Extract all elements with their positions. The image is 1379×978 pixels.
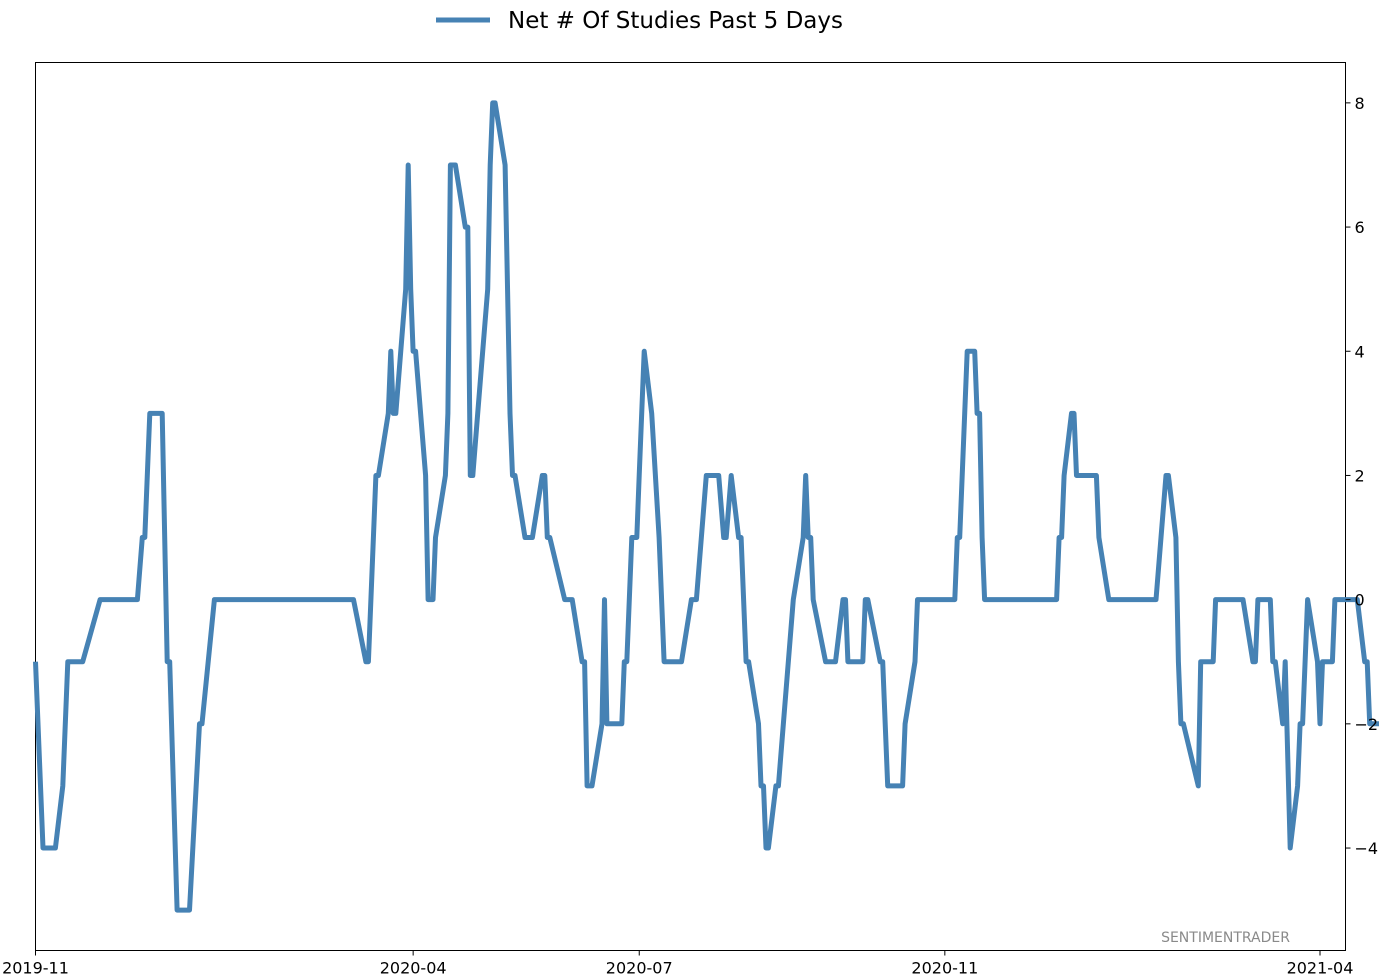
- series-layer: [33, 100, 1379, 913]
- y-axis: 8 6 4 2 0 −2 −4: [1345, 94, 1379, 858]
- y-tick-label: 8: [1355, 94, 1365, 113]
- plot-frame: [35, 62, 1346, 951]
- y-tick-label: 2: [1355, 466, 1365, 485]
- x-tick-label: 2019-11: [2, 959, 69, 978]
- y-tick-label: −2: [1355, 715, 1379, 734]
- y-tick-label: 6: [1355, 218, 1365, 237]
- legend-label: Net # Of Studies Past 5 Days: [508, 8, 843, 34]
- watermark: SENTIMENTRADER: [1161, 930, 1290, 946]
- x-tick-label: 2020-07: [606, 959, 673, 978]
- y-tick-label: −4: [1355, 839, 1379, 858]
- x-tick-label: 2020-04: [380, 959, 447, 978]
- y-tick-label: 4: [1355, 342, 1365, 361]
- x-tick-label: 2020-11: [911, 959, 978, 978]
- legend: Net # Of Studies Past 5 Days: [436, 8, 843, 34]
- y-tick-label: 0: [1355, 591, 1365, 610]
- x-tick-label: 2021-04: [1287, 959, 1354, 978]
- x-axis: 2019-11 2020-04 2020-07 2020-11 2021-04: [2, 950, 1354, 978]
- series-line-0: [33, 100, 1379, 913]
